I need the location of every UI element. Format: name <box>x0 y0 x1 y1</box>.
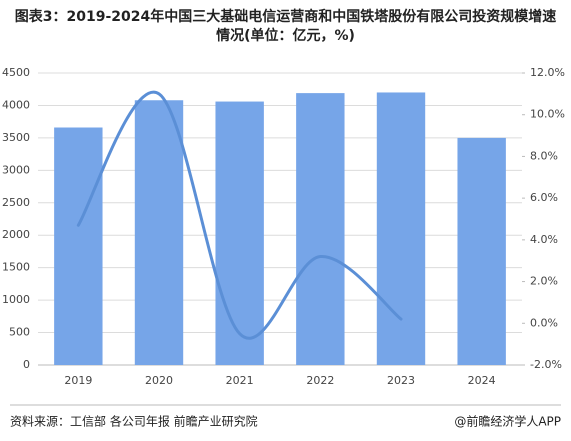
chart-title: 图表3：2019-2024年中国三大基础电信运营商和中国铁塔股份有限公司投资规模… <box>14 9 557 44</box>
y2-tick-label: -2.0% <box>530 358 562 371</box>
credit: @前瞻经济学人APP <box>454 414 561 429</box>
source: 资料来源：工信部 各公司年报 前瞻产业研究院 <box>10 414 258 429</box>
x-tick-label: 2022 <box>306 374 334 387</box>
y-tick-label: 0 <box>23 358 30 371</box>
y-tick-label: 3000 <box>2 163 30 176</box>
y2-tick-label: 0.0% <box>530 316 558 329</box>
bar <box>215 101 264 365</box>
y2-tick-label: 4.0% <box>530 233 558 246</box>
y2-tick-label: 2.0% <box>530 275 558 288</box>
bar <box>296 93 345 366</box>
y-tick-label: 2000 <box>2 228 30 241</box>
y-tick-label: 1000 <box>2 293 30 306</box>
y2-tick-label: 10.0% <box>530 108 565 121</box>
x-tick-label: 2023 <box>387 374 415 387</box>
y-tick-label: 500 <box>9 326 30 339</box>
y-tick-label: 2500 <box>2 196 30 209</box>
bar <box>54 127 103 365</box>
y-tick-label: 3500 <box>2 131 30 144</box>
y2-tick-label: 12.0% <box>530 66 565 79</box>
bar <box>134 100 184 366</box>
x-tick-label: 2024 <box>468 374 496 387</box>
y2-tick-label: 8.0% <box>530 149 558 162</box>
y2-tick-label: 6.0% <box>530 191 558 204</box>
bar <box>457 137 506 365</box>
line <box>76 90 403 340</box>
y-tick-label: 1500 <box>2 261 30 274</box>
y-tick-label: 4000 <box>2 98 30 111</box>
x-tick-label: 2020 <box>145 374 173 387</box>
y-tick-label: 4500 <box>2 66 30 79</box>
x-tick-label: 2019 <box>64 374 92 387</box>
x-tick-label: 2021 <box>226 374 254 387</box>
bar <box>376 92 426 365</box>
